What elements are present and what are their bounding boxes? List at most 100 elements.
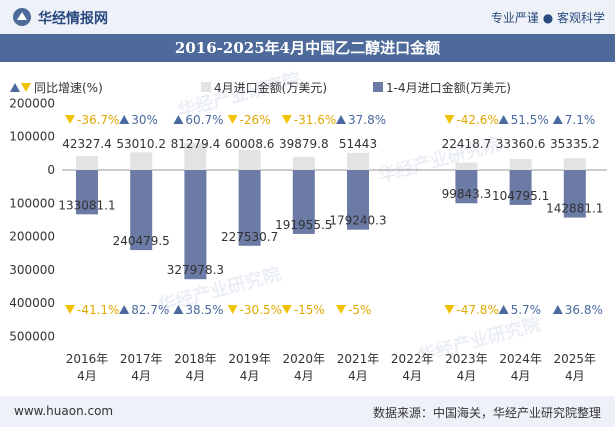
y-tick-label: 500000 [9,330,55,344]
yoy-label-cumulative: -47.8% [456,303,498,317]
bar-cumulative [292,170,315,234]
up-triangle-icon [336,115,346,124]
yoy-label-april: -36.7% [77,113,119,127]
x-tick-label-year: 2020年 [283,352,326,366]
yoy-label-cumulative: 38.5% [185,303,223,317]
x-tick-label-year: 2021年 [337,352,380,366]
bar-april [347,152,369,170]
x-tick-label-month: 4月 [511,369,531,383]
bar-label-april: 51443 [339,137,377,151]
down-triangle-icon [227,305,238,314]
x-tick-label-month: 4月 [457,369,477,383]
up-triangle-icon [498,305,509,314]
up-triangle-icon [173,115,184,124]
bar-label-cumulative: 133081.1 [58,198,115,212]
bar-label-cumulative: 142881.1 [546,202,603,216]
bar-label-april: 35335.2 [550,137,600,151]
bar-label-april: 53010.2 [116,137,166,151]
legend-down-triangle-icon [21,83,31,92]
x-tick-label-month: 4月 [186,369,206,383]
website-url: www.huaon.com [14,404,114,418]
down-triangle-icon [227,115,238,124]
bar-label-cumulative: 240479.5 [113,234,170,248]
up-triangle-icon [498,115,509,124]
x-tick-label-month: 4月 [348,369,368,383]
y-tick-label: 400000 [9,296,55,310]
down-triangle-icon [281,305,292,314]
chart-title: 2016-2025年4月中国乙二醇进口金额 [0,34,615,62]
x-tick-label-month: 4月 [240,369,260,383]
bar-label-april: 39879.8 [279,137,329,151]
bar-cumulative [509,170,532,205]
down-triangle-icon [65,115,75,124]
yoy-label-cumulative: -5% [348,303,371,317]
y-tick-label: 200000 [9,96,55,110]
up-triangle-icon [552,305,563,314]
yoy-label-april: 51.5% [511,113,549,127]
bar-label-cumulative: 227530.7 [221,230,278,244]
x-tick-label-year: 2016年 [66,352,109,366]
bar-label-april: 81279.4 [171,137,221,151]
x-tick-label-month: 4月 [131,369,151,383]
bar-april [509,158,532,170]
yoy-label-april: -42.6% [456,113,498,127]
legend-swatch-cumulative [373,82,383,92]
yoy-label-cumulative: 5.7% [511,303,541,317]
up-triangle-icon [119,305,130,314]
yoy-label-april: 7.1% [565,113,596,127]
legend-label-april: 4月进口金额(万美元) [214,80,327,95]
bar-label-april: 60008.6 [225,137,275,151]
up-triangle-icon [173,305,184,314]
y-tick-label: 100000 [9,130,55,144]
bar-label-april: 33360.6 [496,137,546,151]
yoy-label-cumulative: -30.5% [240,303,282,317]
bar-cumulative [130,170,153,251]
down-triangle-icon [444,115,455,124]
x-tick-label-month: 4月 [565,369,585,383]
yoy-label-april: 30% [131,113,158,127]
bar-cumulative [76,170,98,215]
up-triangle-icon [552,115,563,124]
bar-april [563,158,586,170]
huajing-logo-icon [13,8,31,26]
x-tick-label-year: 2025年 [554,352,597,366]
legend-label-cumulative: 1-4月进口金额(万美元) [386,80,511,95]
y-tick-label: 100000 [9,196,55,210]
x-tick-label-year: 2023年 [445,352,488,366]
bar-cumulative [238,170,261,246]
yoy-label-cumulative: -41.1% [77,303,119,317]
data-source: 数据来源：中国海关，华经产业研究院整理 [372,406,601,420]
down-triangle-icon [65,305,75,314]
bar-april [455,162,478,170]
bar-label-cumulative: 179240.3 [329,214,386,228]
y-tick-label: 300000 [9,263,55,277]
top-banner: 华经情报网 专业严谨 ● 客观科学 [0,0,615,34]
x-tick-label-month: 4月 [77,369,97,383]
yoy-label-cumulative: -15% [294,303,325,317]
up-triangle-icon [119,115,130,124]
bar-label-cumulative: 99843.3 [442,187,492,201]
bar-label-cumulative: 104795.1 [492,189,549,203]
y-tick-label: 0 [47,163,55,177]
bar-label-cumulative: 191955.5 [275,218,332,232]
x-tick-label-month: 4月 [294,369,314,383]
bar-april [76,155,98,170]
bar-label-cumulative: 327978.3 [167,263,224,277]
x-tick-label-year: 2022年 [391,352,434,366]
x-tick-label-year: 2024年 [499,352,542,366]
yoy-label-cumulative: 36.8% [565,303,603,317]
yoy-label-april: -31.6% [294,113,336,127]
tagline: 专业严谨 ● 客观科学 [490,11,605,25]
yoy-label-april: 60.7% [185,113,223,127]
down-triangle-icon [336,305,346,314]
y-tick-label: 200000 [9,230,55,244]
bar-label-april: 42327.4 [62,137,112,151]
yoy-label-cumulative: 82.7% [131,303,169,317]
bar-april [238,150,261,170]
yoy-label-april: -26% [240,113,271,127]
brand-name: 华经情报网 [38,11,108,27]
bar-april [184,142,207,170]
down-triangle-icon [444,305,455,314]
down-triangle-icon [281,115,292,124]
